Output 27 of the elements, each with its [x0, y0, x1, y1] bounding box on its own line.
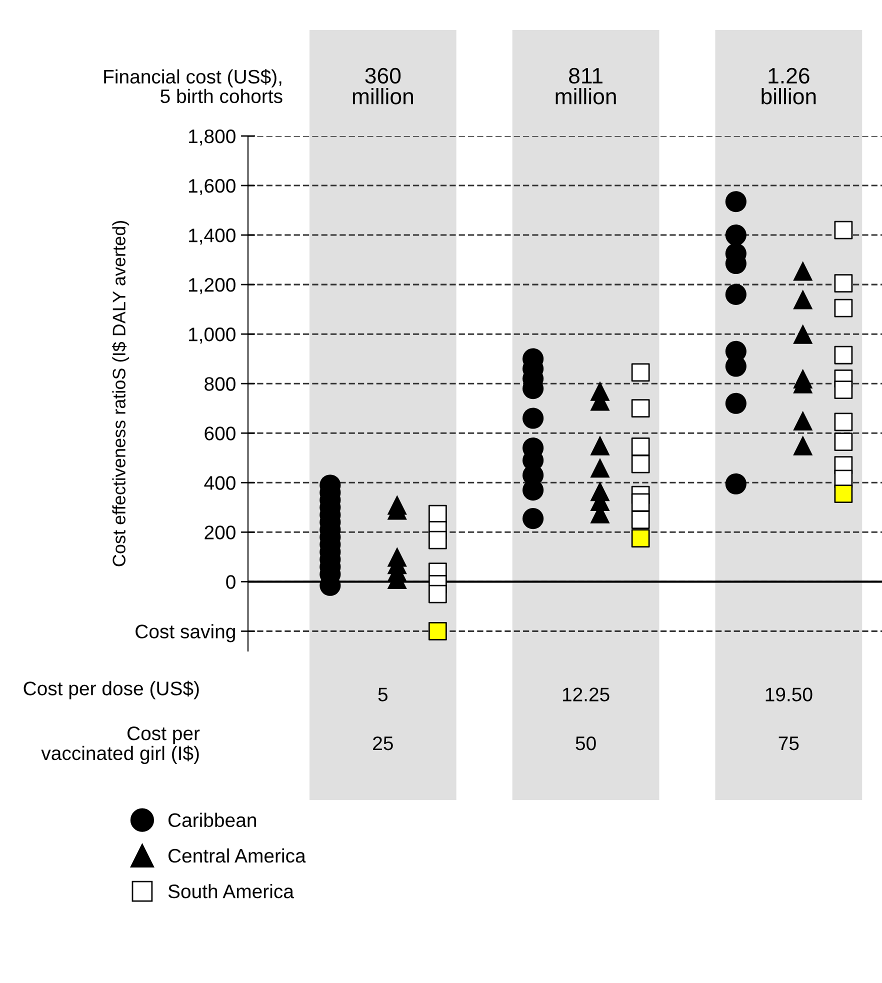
legend-label: South America — [168, 884, 294, 898]
text: 75 — [778, 736, 799, 750]
y-tick-label: 800 — [204, 377, 236, 391]
y-tick-label: 0 — [226, 575, 236, 589]
x-tick-label: 19.50 — [766, 688, 812, 702]
text: 360 million — [352, 68, 413, 104]
x-tick-label: 12.25 — [562, 688, 610, 702]
text: Cost per vaccinated girl (I$) — [41, 726, 200, 764]
text: 25 — [373, 736, 393, 750]
text: 50 — [576, 736, 596, 750]
text: 1.26 billion — [762, 68, 816, 104]
y-tick-label: 1,400 — [189, 228, 236, 245]
text: 811 million — [556, 68, 616, 104]
y-axis-title: Cost effectiveness ratioS (I$ DALY averted) — [112, 220, 130, 566]
x-axis-title: Cost per dose (US$) — [24, 680, 199, 700]
x-tick-label: 5 — [378, 688, 388, 702]
y-tick-label: 600 — [204, 426, 236, 440]
y-tick-label: 400 — [204, 476, 236, 490]
text: Financial cost (US$), 5 birth cohorts — [104, 69, 282, 104]
y-tick-label: 1,200 — [189, 278, 236, 294]
y-tick-label: Cost saving — [136, 624, 235, 642]
y-tick-label: 200 — [204, 526, 236, 540]
y-tick-label: 1,800 — [189, 129, 236, 146]
legend-label: Caribbean — [168, 812, 256, 828]
y-tick-label: 1,600 — [189, 178, 236, 196]
legend-label: Central America — [168, 848, 306, 863]
y-tick-label: 1,000 — [189, 328, 236, 344]
